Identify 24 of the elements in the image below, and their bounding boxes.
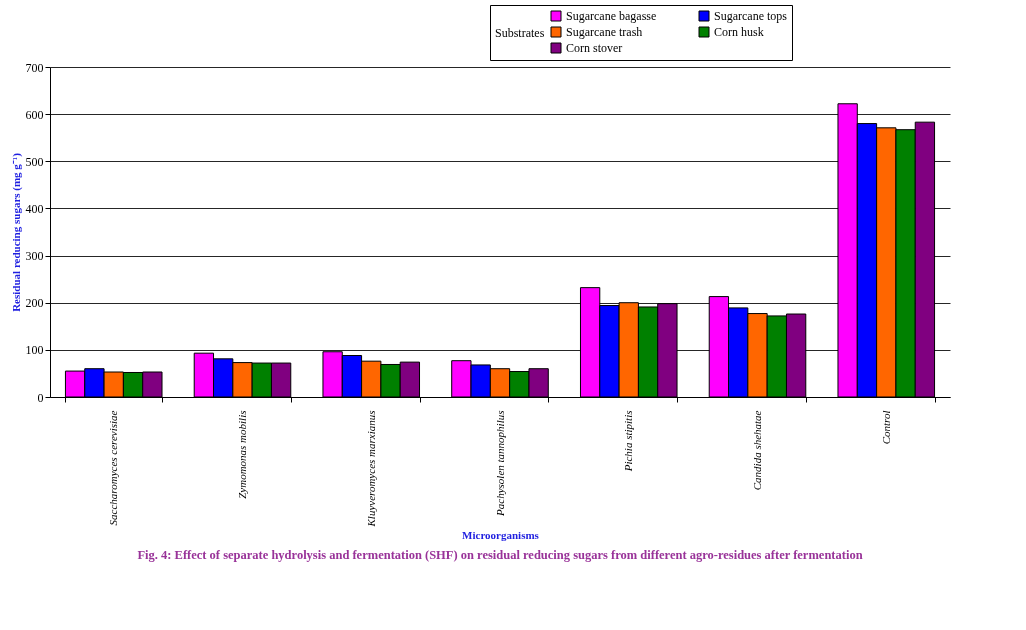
legend-title: Substrates — [495, 26, 545, 40]
x-axis-title: Microorganisms — [462, 529, 540, 542]
y-tick-label: 200 — [25, 296, 44, 311]
y-tick-label: 100 — [25, 343, 44, 358]
x-tick-label: Kluyveromyces marxianus — [364, 410, 377, 528]
y-tick-label: 500 — [25, 154, 44, 169]
legend-label: Sugarcane trash — [566, 25, 643, 39]
legend-label: Sugarcane bagasse — [566, 9, 657, 23]
x-tick-label: Pachysolen tannophilus — [493, 410, 506, 517]
x-tick-label: Candida shehatae — [751, 410, 764, 491]
y-tick-label: 300 — [25, 249, 44, 264]
y-tick-label: 0 — [37, 390, 44, 405]
y-tick-label: 400 — [25, 201, 44, 216]
y-axis-title: Residual reducing sugars (mg g⁻¹) — [9, 152, 23, 312]
x-tick-label: Control — [879, 410, 892, 445]
x-tick-label: Pichia stipitis — [622, 410, 635, 473]
y-tick-label: 600 — [25, 107, 44, 122]
text: Fig. 4: Effect of separate hydrolysis and fermentation (SHF) on residual reducing sugars from different agro-residues after fermentation — [137, 547, 863, 562]
x-tick-label: Saccharomyces cerevisiae — [107, 410, 120, 526]
legend-label: Sugarcane tops — [714, 9, 788, 23]
y-tick-label: 700 — [25, 60, 44, 75]
legend-label: Corn husk — [714, 25, 764, 39]
legend-label: Corn stover — [566, 41, 623, 55]
x-tick-label: Zymomonas mobilis — [235, 410, 248, 499]
